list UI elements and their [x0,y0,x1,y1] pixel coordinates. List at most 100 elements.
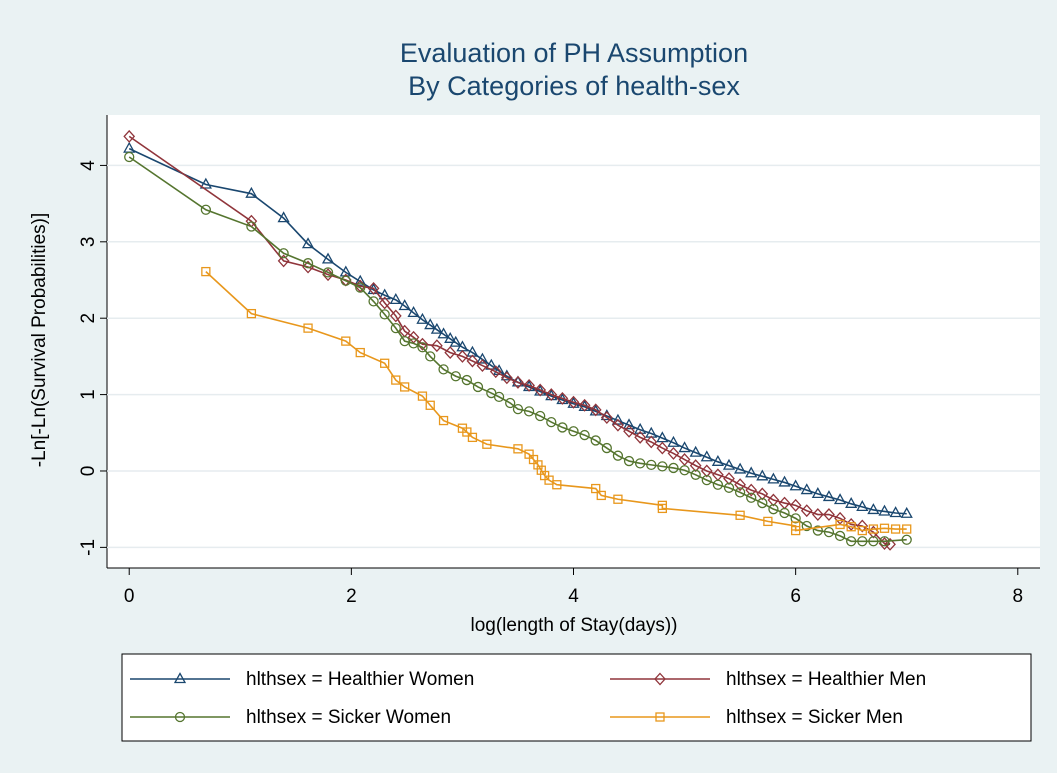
data-point [456,349,469,363]
data-point [601,442,612,454]
y-tick-label: 0 [78,466,99,477]
data-point [800,483,813,495]
chart-title: Evaluation of PH Assumption [400,38,748,68]
series-line [128,135,891,546]
data-point [438,415,449,426]
data-point [879,536,890,547]
data-point [612,418,624,432]
data-point [868,524,879,534]
data-point [523,378,535,392]
data-point [567,395,580,409]
data-point [523,406,535,417]
y-tick-label: 1 [78,389,99,400]
data-point [535,410,546,422]
data-point [201,266,211,277]
data-point [245,186,258,198]
data-point [623,424,635,438]
data-point [417,342,428,353]
data-point [700,464,713,478]
data-point [431,339,443,353]
data-point [322,268,334,282]
legend-marker [174,711,186,723]
data-point [505,397,516,409]
data-point [278,248,289,259]
data-point [734,462,747,474]
data-point [416,337,429,351]
data-point [756,487,769,501]
data-point [424,318,437,330]
data-point [823,526,835,538]
data-point [634,422,647,434]
data-point [391,375,401,385]
chart-subtitle: By Categories of health-sex [408,71,740,101]
data-point [867,503,880,515]
data-point [678,453,691,466]
data-point [277,254,290,268]
data-point [425,351,436,362]
legend-label: hlthsex = Healthier Women [246,669,474,690]
data-point [763,516,773,527]
data-point [437,327,450,339]
data-point [711,454,724,466]
data-point [472,381,484,393]
data-point [801,520,812,532]
legend-label: hlthsex = Sicker Men [726,707,903,728]
data-point [884,537,896,551]
data-point [646,459,657,471]
data-point [835,519,845,530]
series-line [205,271,907,532]
data-point [900,506,913,518]
data-point [902,524,912,534]
data-point [302,258,314,269]
y-tick-label: 3 [78,237,99,248]
x-tick-label: 8 [1012,586,1023,607]
data-point [545,388,558,402]
y-tick-label: 4 [78,160,99,171]
data-point [444,346,457,360]
data-point [857,525,867,536]
data-point [868,536,879,547]
y-tick-label: 2 [78,313,99,324]
data-point [589,403,602,417]
data-point [656,441,669,455]
data-point [879,523,890,533]
data-point [634,458,646,469]
data-point [812,525,824,536]
data-point [450,371,461,382]
data-point [596,490,606,501]
data-point [398,299,411,311]
data-point [590,435,601,446]
data-point [123,129,136,143]
x-tick-label: 6 [790,586,801,607]
data-point [657,461,668,472]
data-point [789,498,802,512]
data-point [600,411,613,424]
data-point [768,504,779,515]
data-point [757,497,768,509]
data-point [723,482,735,493]
data-point [811,508,824,521]
data-point [462,427,472,437]
data-point [500,371,513,385]
data-point [354,274,367,286]
data-point [679,465,690,476]
data-point [811,487,824,499]
data-point [778,475,791,487]
data-point [667,446,680,460]
data-point [301,237,315,249]
data-point [756,469,769,481]
legend-label: hlthsex = Sicker Women [246,707,451,728]
data-point [489,365,502,379]
data-point [493,391,505,403]
data-point [355,282,366,293]
data-point [689,445,702,457]
x-tick-label: 0 [124,586,135,607]
data-point [380,358,390,368]
data-point [512,375,524,389]
data-point [378,288,391,300]
data-point [734,478,746,492]
data-point [700,450,713,462]
legend-marker [173,672,187,684]
plot-area [107,115,1040,568]
data-point [246,221,257,232]
